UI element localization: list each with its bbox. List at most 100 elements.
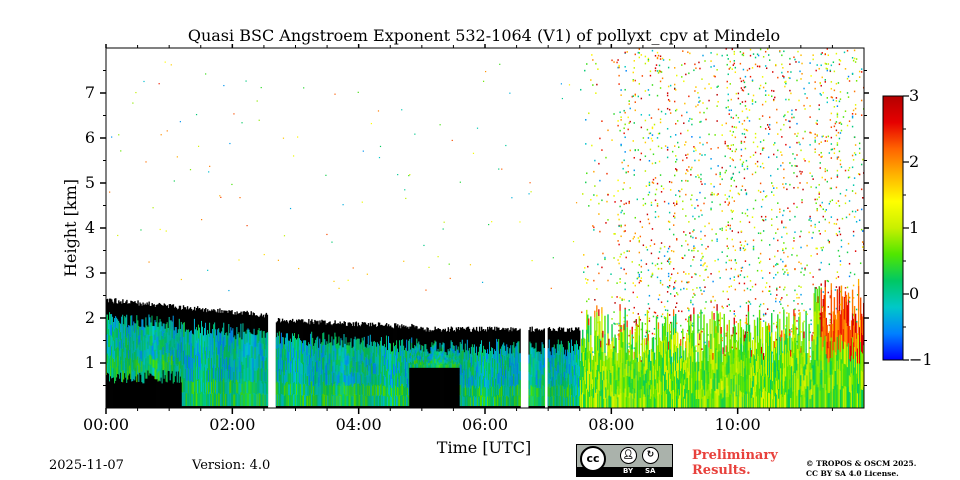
profile-column xyxy=(177,308,180,408)
profile-column xyxy=(209,165,211,408)
profile-column xyxy=(798,61,800,408)
colorbar-tick-label: 0 xyxy=(909,284,919,303)
profile-column xyxy=(286,321,289,408)
profile-column xyxy=(133,301,135,408)
profile-column xyxy=(619,111,621,408)
profile-column xyxy=(556,331,559,408)
profile-column xyxy=(716,53,718,408)
profile-column xyxy=(383,325,386,408)
profile-column xyxy=(832,61,835,408)
profile-column xyxy=(309,324,311,408)
profile-column xyxy=(501,168,503,408)
profile-column xyxy=(348,322,350,408)
profile-column xyxy=(211,309,213,408)
profile-column xyxy=(669,84,672,408)
profile-column xyxy=(138,305,140,408)
profile-column xyxy=(834,122,837,408)
profile-column xyxy=(810,75,812,408)
profile-column xyxy=(193,306,196,408)
profile-column xyxy=(761,76,764,408)
profile-column xyxy=(578,330,581,408)
profile-column xyxy=(510,327,512,408)
profile-column xyxy=(202,308,204,408)
profile-column xyxy=(668,58,671,408)
profile-column xyxy=(643,338,646,408)
profile-column xyxy=(451,139,454,408)
profile-column xyxy=(711,191,713,408)
profile-column xyxy=(106,299,108,408)
profile-column xyxy=(317,320,319,408)
profile-column xyxy=(173,180,176,408)
profile-column xyxy=(779,50,781,408)
profile-column xyxy=(239,197,241,408)
y-tick-label: 3 xyxy=(85,263,95,282)
profile-column xyxy=(401,109,403,408)
profile-column xyxy=(730,98,733,408)
profile-column xyxy=(168,304,171,408)
profile-column xyxy=(400,328,402,408)
profile-column xyxy=(491,221,493,408)
profile-column xyxy=(176,156,179,408)
profile-column xyxy=(475,326,478,408)
profile-column xyxy=(752,53,755,408)
profile-column xyxy=(741,53,744,408)
profile-column xyxy=(819,81,821,408)
profile-column xyxy=(109,191,111,408)
profile-column xyxy=(333,280,335,408)
profile-column xyxy=(351,326,354,408)
profile-column xyxy=(780,128,782,408)
profile-column xyxy=(290,320,293,408)
profile-column xyxy=(228,289,230,408)
profile-column xyxy=(773,90,775,408)
y-axis: 1 2 3 4 5 6 7 xyxy=(85,70,869,386)
profile-column xyxy=(257,316,260,408)
profile-column xyxy=(464,329,467,408)
profile-column xyxy=(757,54,760,408)
profile-column xyxy=(156,304,158,408)
profile-column xyxy=(777,76,779,408)
profile-column xyxy=(343,321,345,408)
profile-column xyxy=(186,306,189,408)
profile-column xyxy=(639,158,642,408)
profile-column xyxy=(756,53,759,408)
profile-column xyxy=(215,311,217,408)
profile-column xyxy=(449,277,452,408)
profile-column xyxy=(188,308,191,408)
profile-column xyxy=(447,327,450,408)
profile-column xyxy=(692,215,694,408)
profile-column xyxy=(666,92,669,408)
profile-column xyxy=(113,303,115,408)
profile-column xyxy=(731,48,734,408)
profile-column xyxy=(541,330,544,408)
profile-column xyxy=(784,81,786,408)
profile-column xyxy=(680,132,682,408)
profile-column xyxy=(323,320,325,408)
profile-column xyxy=(738,121,741,408)
profile-column xyxy=(500,330,502,408)
profile-column xyxy=(633,60,635,408)
profile-column xyxy=(788,76,790,408)
profile-column xyxy=(331,241,333,408)
profile-column xyxy=(405,197,407,408)
profile-column xyxy=(324,320,326,408)
profile-column xyxy=(150,305,152,408)
profile-column xyxy=(178,305,181,408)
profile-column xyxy=(722,290,724,408)
profile-column xyxy=(519,221,521,408)
profile-column xyxy=(846,49,849,408)
profile-column xyxy=(458,330,461,408)
profile-column xyxy=(198,307,201,408)
profile-column xyxy=(242,311,244,408)
profile-column xyxy=(785,80,787,408)
profile-column xyxy=(595,62,597,408)
profile-column xyxy=(293,321,296,408)
y-tick-label: 4 xyxy=(85,218,95,237)
profile-column xyxy=(389,325,392,408)
preliminary-line-2: Results. xyxy=(692,463,751,478)
profile-column xyxy=(450,326,453,408)
profile-column xyxy=(847,75,850,408)
profile-column xyxy=(252,312,254,408)
profile-column xyxy=(623,109,625,408)
profile-column xyxy=(696,199,698,408)
profile-column xyxy=(574,327,577,408)
